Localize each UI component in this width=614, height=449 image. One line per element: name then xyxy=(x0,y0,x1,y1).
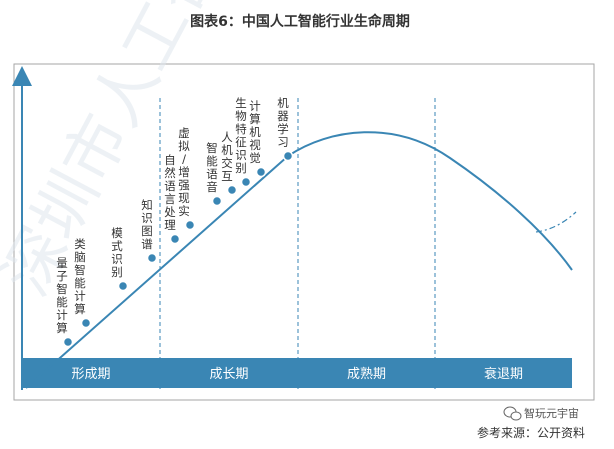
technology-point xyxy=(211,195,223,207)
technology-label: 模式识别 xyxy=(111,226,123,279)
technology-point xyxy=(80,317,92,329)
technology-label: 智能语音 xyxy=(206,141,218,194)
wechat-watermark: 智玩元宇宙 xyxy=(524,406,579,420)
technology-label: 类脑智能计算 xyxy=(74,237,86,316)
chart-title: 图表6：中国人工智能行业生命周期 xyxy=(190,13,410,30)
phase-band: 形成期 成长期 成熟期 衰退期 xyxy=(22,358,572,388)
technology-label: 生物特征识别 xyxy=(235,96,247,175)
technology-point xyxy=(282,150,294,162)
technology-label: 量子智能计算 xyxy=(56,256,68,335)
lifecycle-curve xyxy=(25,131,577,389)
technology-point xyxy=(226,184,238,196)
technology-label: 自然语言处理 xyxy=(164,153,176,232)
phase-label: 形成期 xyxy=(71,367,110,382)
source-note: 参考来源：公开资料 xyxy=(477,425,585,440)
technology-label: 虚拟/增强现实 xyxy=(178,126,190,218)
phase-label: 成熟期 xyxy=(347,366,386,382)
technology-points xyxy=(62,150,294,348)
chart-frame xyxy=(13,63,595,401)
technology-point xyxy=(146,252,158,264)
technology-label: 机器学习 xyxy=(277,96,289,149)
wechat-icon xyxy=(503,406,522,421)
phase-label: 衰退期 xyxy=(484,366,523,382)
technology-label: 知识图谱 xyxy=(141,198,153,251)
phase-band-bar xyxy=(22,358,572,388)
technology-point xyxy=(255,166,267,178)
technology-point xyxy=(117,280,129,292)
technology-label: 计算机视觉 xyxy=(249,99,261,165)
technology-point xyxy=(62,336,74,348)
decline-dashed-extension xyxy=(535,211,577,233)
technology-point xyxy=(240,176,252,188)
technology-point xyxy=(169,233,181,245)
technology-point xyxy=(184,219,196,231)
phase-label: 成长期 xyxy=(209,367,248,382)
technology-label: 人机交互 xyxy=(221,130,233,183)
phase-dividers xyxy=(159,98,436,390)
